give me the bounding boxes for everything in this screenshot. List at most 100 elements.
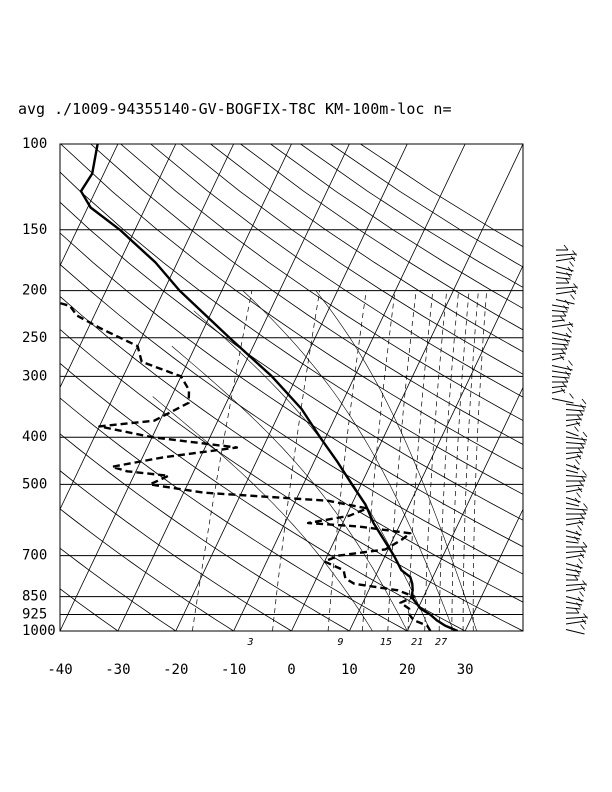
wind-barb-flag [577,415,582,421]
wind-barb [551,376,570,379]
isotherm-line [60,144,177,389]
wind-barb [565,497,581,503]
wind-barb-flag [573,464,579,471]
wind-barb-flag [579,591,584,597]
isotherm-line [175,144,408,631]
wind-barb-flag [559,354,565,361]
pressure-tick-label: 925 [22,607,47,623]
wind-barb-flag [562,382,567,388]
wind-barb [565,431,579,437]
mixing-ratio-line [272,290,321,631]
isotherm-line [406,386,523,631]
dry-adiabat-line [60,144,523,470]
wind-barb-flag [580,624,585,630]
wind-barb-flag [581,437,586,443]
wind-barb-flag [573,283,578,289]
wind-barb-flag [576,563,582,570]
dry-adiabat-line [60,470,292,631]
mixing-ratio-label: 27 [435,637,447,648]
dry-adiabat-line [60,433,350,631]
wind-barb-flag [577,525,582,531]
wind-barb-flag [582,541,588,548]
wind-barb-flag [582,470,587,476]
wind-barb-flag [581,547,586,553]
wind-barb [565,488,583,493]
dry-adiabat-line [60,295,523,603]
wind-barb [565,475,587,478]
temperature-tick-label: 20 [399,662,416,678]
wind-barb-flag [581,618,587,625]
pressure-tick-label: 250 [22,330,47,346]
wind-barb-flag [579,552,585,559]
dry-adiabat-line [60,328,523,631]
wind-barb-flag [578,558,583,564]
mixing-ratio-label: 15 [380,637,392,648]
wind-barb [565,541,579,544]
wind-barb [555,286,578,289]
isotherm-line [0,144,2,631]
wind-barb-flag [560,316,565,322]
mixing-ratio-line [438,290,459,631]
wind-barb-flag [579,481,584,487]
wind-barb [565,464,580,470]
moist-adiabat-line [315,290,477,631]
wind-barb [565,568,582,573]
wind-barb [565,508,588,511]
temperature-tick-label: -20 [163,662,188,678]
temperature-tick-label: 10 [341,662,358,678]
isotherm-line [581,144,612,631]
plot-frame [59,143,524,632]
wind-barbs [551,244,588,635]
dry-adiabat-line [300,144,523,288]
wind-barb [565,587,586,592]
wind-barb [565,601,583,606]
wind-barb-flag [575,530,581,537]
mixing-ratio-line [451,290,470,631]
wind-barb-flag [576,492,581,498]
wind-barb [565,418,582,421]
wind-barb [555,277,571,280]
wind-barb-flag [568,360,573,366]
dry-adiabat-line [60,508,234,631]
wind-barb [565,530,582,536]
sounding-traces [60,144,459,631]
wind-barb-flag [573,574,579,581]
mixing-ratio-line [407,290,434,631]
wind-barb [551,370,572,375]
wind-barb [565,616,588,619]
dry-adiabat-line [60,171,523,495]
pressure-tick-label: 100 [22,136,47,152]
isotherm-line [60,144,234,511]
isotherm-line [464,508,523,631]
wind-barb [565,535,581,540]
wind-barb [565,554,585,559]
mixing-ratio-line [472,290,488,631]
wind-barb [565,469,579,474]
wind-barb-flag [570,294,575,300]
mixing-ratio-line [424,290,448,631]
wind-barb-flag [574,497,580,504]
wind-barb [551,323,574,328]
pressure-tick-label: 300 [22,368,47,384]
wind-barb-flag [582,431,588,438]
wind-barb [555,253,577,256]
wind-barb-flag [578,519,584,526]
wind-barb-flag [563,244,569,251]
wind-barb [565,403,587,408]
wind-barb-flag [569,261,574,267]
wind-barb-flag [565,332,571,339]
wind-barb-flag [567,327,572,333]
wind-barb-flag [583,503,588,509]
wind-barb-flag [575,459,580,465]
isotherm-line [233,144,466,631]
mixing-ratio-line [327,290,367,631]
dry-adiabat-line [90,144,523,445]
dry-adiabat-line [120,144,523,422]
wind-barb-flag [580,514,585,520]
dry-adiabat-line [60,588,119,631]
dry-adiabat-line [60,201,523,521]
mixing-ratio-line [362,290,396,631]
wind-barb [551,310,568,313]
wind-barb [565,442,586,445]
